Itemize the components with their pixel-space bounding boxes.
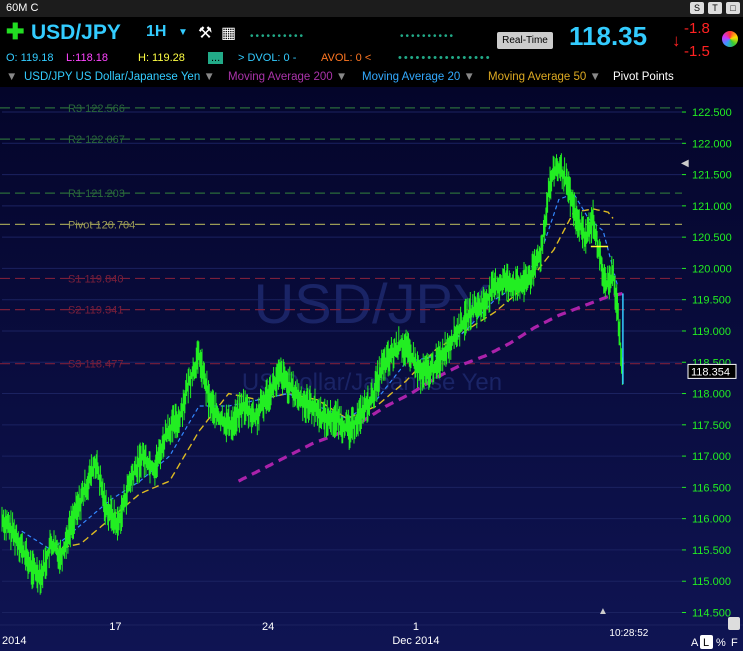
pivot-label-s2: S2 119.341 (68, 305, 123, 317)
time-label: 10:28:52 (609, 628, 648, 639)
price-tag-box (687, 363, 737, 379)
x-tick-label: 1 (413, 621, 419, 633)
scale-button-label: F (731, 637, 738, 649)
study-label: Pivot Points (613, 71, 674, 83)
more-button[interactable]: ... (208, 52, 224, 64)
high-value: H: 119.28 (138, 52, 185, 64)
realtime-button[interactable]: Real-Time (497, 32, 553, 49)
x-tick-label: 2014 (2, 635, 26, 647)
study-ma200[interactable]: Moving Average 200 ▼ (228, 71, 348, 83)
add-symbol-icon[interactable]: ✚ (6, 19, 25, 44)
study-price[interactable]: USD/JPY US Dollar/Japanese Yen ▼ (24, 71, 215, 83)
pivot-label-r3: R3 122.566 (68, 103, 125, 115)
pivot-label-s1: S1 119.840 (68, 273, 123, 285)
y-tick-label: 115.000 (692, 576, 731, 588)
series-layer (1, 153, 624, 595)
symbol-name[interactable]: USD/JPY (31, 21, 121, 44)
log-scale-button (700, 635, 713, 649)
y-tick-label: 120.500 (692, 232, 732, 244)
toolbar-dots-3: •••••••••••••••• (398, 52, 492, 64)
study-pivots[interactable]: Pivot Points (613, 71, 674, 83)
study-label: USD/JPY US Dollar/Japanese Yen (24, 71, 201, 83)
dropdown-triangle-icon[interactable]: ▼ (6, 71, 18, 83)
subscribe-button[interactable]: S (690, 2, 704, 14)
toolbar-toggle-button[interactable]: T (708, 2, 722, 14)
y-tick-label: 118.000 (692, 389, 731, 401)
pencil-icon (728, 617, 740, 630)
interval-selector[interactable]: 1H (146, 23, 167, 40)
study-ma20[interactable]: Moving Average 20 ▼ (362, 71, 475, 83)
arrow-down-icon: ↓ (672, 31, 681, 50)
scroll-left-icon: ◀ (681, 158, 689, 169)
pivot-label-r2: R2 122.067 (68, 134, 125, 146)
study-label: Moving Average 20 (362, 71, 461, 83)
grid-lines (2, 111, 682, 613)
y-tick-label: 121.500 (692, 170, 732, 182)
y-tick-label: 119.500 (692, 295, 731, 307)
y-tick-label: 122.500 (692, 107, 732, 119)
timeframe-selector[interactable]: 60M C (6, 2, 39, 14)
maximize-button[interactable]: □ (726, 2, 740, 14)
x-axis: 2014 17 24 1 Dec 2014 10:28:52▲ (0, 606, 743, 647)
x-tick-label: 24 (262, 621, 274, 633)
top-bar: 60M C S T □ (0, 0, 743, 17)
palette-icon[interactable] (722, 31, 738, 47)
y-tick-label: 116.000 (692, 514, 731, 526)
toolbar-dots: •••••••••• (250, 31, 306, 42)
scroll-up-icon: ▲ (598, 606, 608, 617)
watermark-symbol: USD/JPY (254, 272, 491, 335)
last-price: 118.35 (569, 21, 648, 51)
calculator-icon[interactable]: ▦ (221, 25, 237, 42)
pivot-label-r1: R1 121.203 (68, 188, 125, 200)
scale-button-label: % (716, 637, 726, 649)
study-label: Moving Average 200 (228, 71, 333, 83)
pivot-label-s3: S3 118.477 (68, 359, 123, 371)
y-axis: 122.500 122.000 121.500 121.000 120.500 120.0… (681, 107, 737, 619)
y-tick-label: 121.000 (692, 201, 732, 213)
low-value: L:118.18 (66, 52, 109, 64)
tools-icon[interactable]: ⚒ (198, 25, 213, 42)
price-bars (1, 153, 623, 595)
percent-change: -1.5 (684, 43, 710, 60)
price-change: -1.8 (684, 20, 710, 37)
avol-value: AVOL: 0 < (321, 52, 372, 64)
x-tick-label: Dec 2014 (392, 635, 439, 647)
y-tick-label: 116.500 (692, 482, 731, 494)
study-ma50[interactable]: Moving Average 50 ▼ (488, 71, 601, 83)
y-tick-label: 117.500 (692, 420, 731, 432)
dvol-value: > DVOL: 0 - (238, 52, 297, 64)
chart-controls: A L% F (691, 617, 740, 649)
y-tick-label: 122.000 (692, 138, 732, 150)
study-label: Moving Average 50 (488, 71, 587, 83)
y-tick-label: 115.500 (692, 545, 731, 557)
x-tick-label: 17 (109, 621, 121, 633)
studies-legend: ▼ USD/JPY US Dollar/Japanese Yen ▼ Movin… (0, 69, 743, 87)
y-tick-label: 120.000 (692, 263, 732, 275)
price-tag-label: 118.354 (691, 366, 730, 378)
scale-button-label: L (703, 637, 709, 649)
chart-header: ✚ USD/JPY 1H ▼ ⚒ ▦ •••••••••• ••••••••••… (0, 17, 743, 69)
toolbar-dots-2: •••••••••• (400, 31, 456, 42)
pivot-label-pivot: Pivot 120.704 (68, 219, 135, 231)
open-value: O: 119.18 (6, 52, 54, 64)
chevron-down-icon[interactable]: ▼ (178, 27, 188, 38)
y-tick-label: 117.000 (692, 451, 731, 463)
y-tick-label: 119.000 (692, 326, 731, 338)
plot-background (0, 87, 743, 651)
y-tick-label: 114.500 (692, 607, 731, 619)
pivot-levels: R3 122.566 R2 122.067 R1 121.203 Pivot 120.… (0, 103, 682, 371)
scale-button-label: A (691, 637, 699, 649)
price-chart[interactable]: USD/JPY US Dollar/Japanese Yen R3 122.56… (0, 87, 743, 651)
